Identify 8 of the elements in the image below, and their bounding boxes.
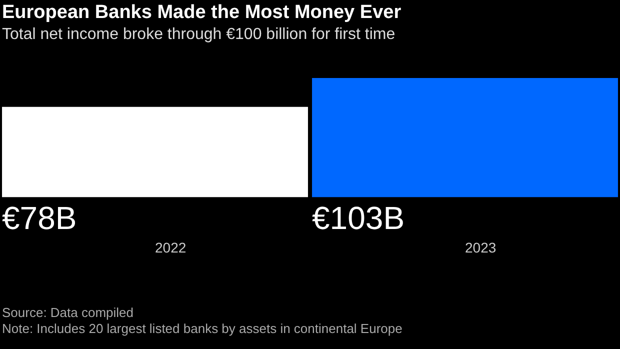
- data-label: €78B: [2, 200, 77, 236]
- x-tick-label: 2023: [465, 239, 496, 256]
- source-note: Source: Data compiled: [2, 305, 135, 321]
- chart-title: European Banks Made the Most Money Ever: [2, 2, 402, 24]
- chart-subtitle: Total net income broke through €100 billion for first time: [2, 26, 396, 44]
- x-tick-label: 2022: [155, 239, 186, 256]
- text: Note: Includes 20 largest listed banks by assets in continental Europe: [2, 321, 402, 337]
- data-label: €103B: [312, 200, 405, 236]
